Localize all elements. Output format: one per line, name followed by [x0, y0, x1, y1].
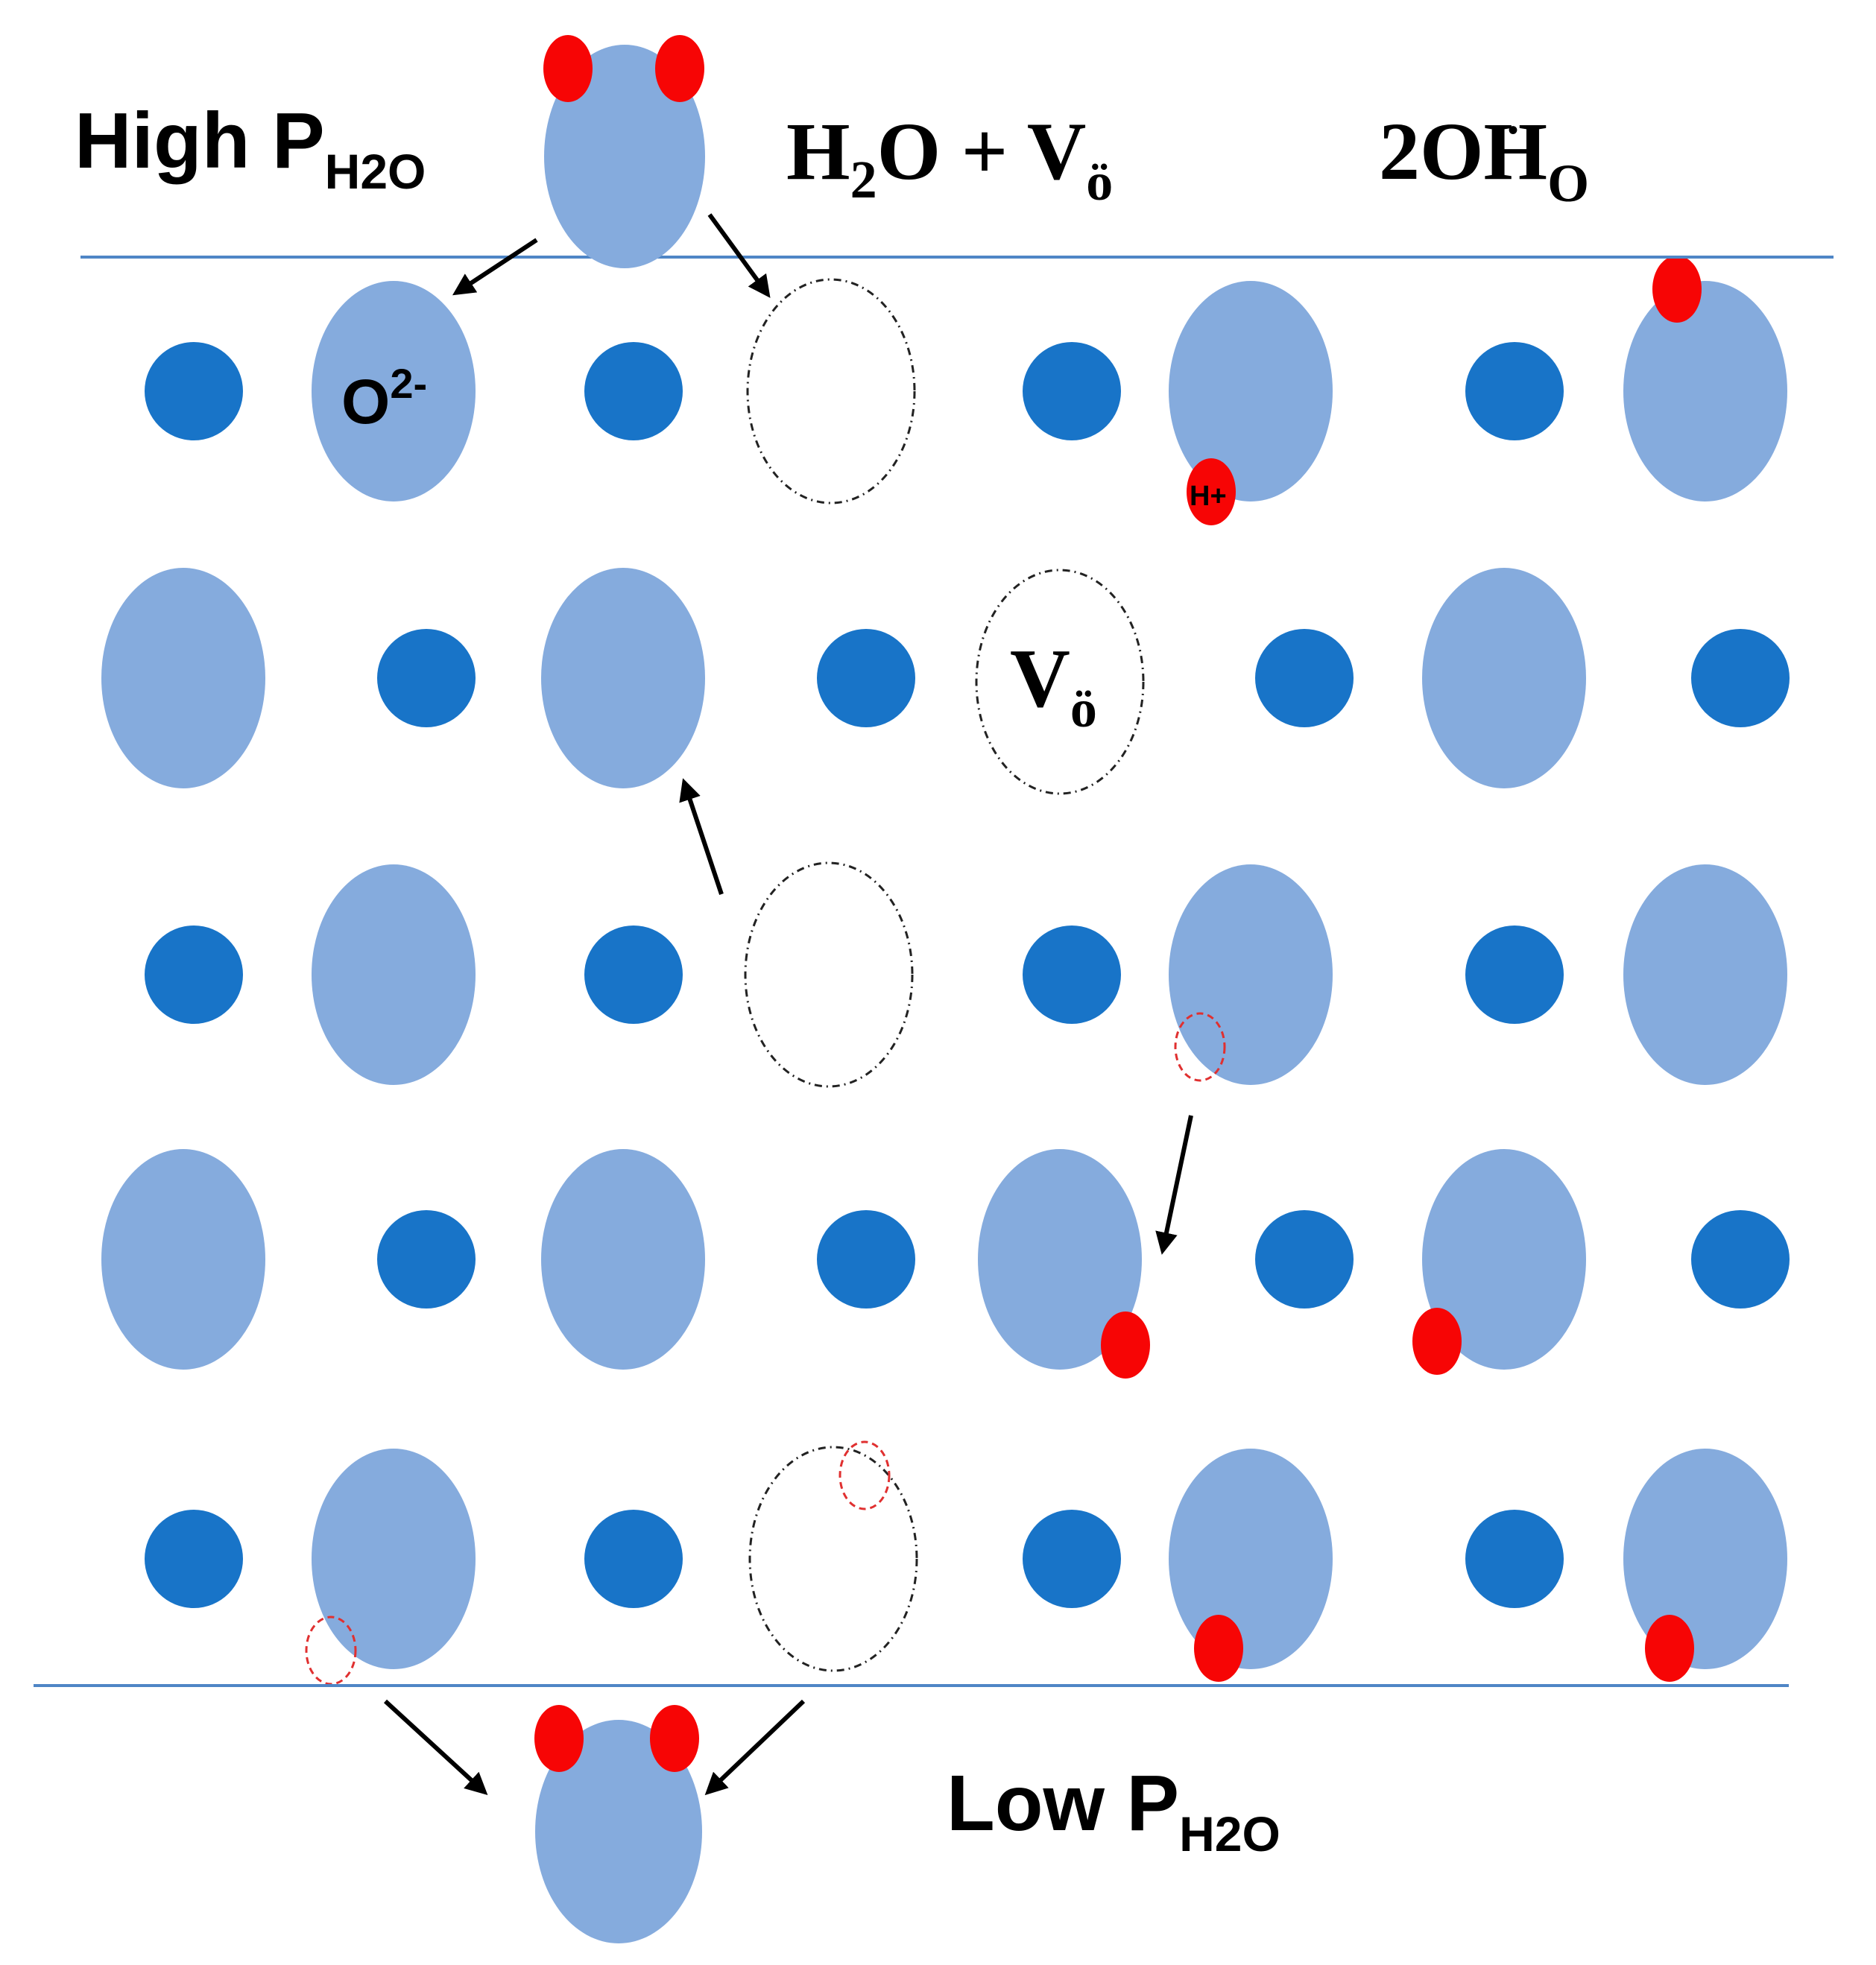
oxide-ion: [1422, 568, 1586, 788]
oxygen-vacancy: [748, 1446, 918, 1672]
oxygen-vacancy-label: Vö: [1010, 633, 1097, 738]
cation: [145, 925, 243, 1024]
oxide-ion: [312, 1449, 476, 1669]
cation: [1255, 629, 1354, 727]
former-proton-site: [838, 1440, 891, 1510]
oxide-ion: [1623, 864, 1787, 1085]
oxide-ion: [312, 864, 476, 1085]
cation: [1255, 1210, 1354, 1309]
hydration-equation-rhs: 2OHO: [1379, 106, 1589, 213]
cation: [817, 1210, 915, 1309]
oxide-ion: [1623, 1449, 1787, 1669]
oxide-ion: [101, 1149, 265, 1370]
arrow-water-to-vacancy: [707, 213, 771, 298]
cation: [817, 629, 915, 727]
cation: [1465, 925, 1564, 1024]
water-oxygen: [544, 45, 705, 268]
oxide-ion: [1623, 281, 1787, 501]
arrow-proton-hop: [1155, 1115, 1193, 1255]
hydration-equation-lhs: H2O + Vö: [786, 106, 1113, 212]
water-hydrogen: [543, 35, 593, 102]
arrow-vacancy-migration: [679, 778, 724, 895]
proton-label: H+: [1190, 481, 1227, 512]
oxide-ion: [541, 568, 705, 788]
water-hydrogen: [534, 1705, 584, 1772]
oxide-ion: [312, 281, 476, 501]
perovskite-lattice: [101, 256, 1790, 1686]
cation: [1023, 342, 1121, 440]
proton: [1652, 256, 1702, 323]
proton: [1187, 458, 1236, 525]
water-hydrogen: [650, 1705, 699, 1772]
oxide-ion: [1169, 864, 1333, 1085]
proton: [1101, 1311, 1150, 1379]
proton: [1194, 1615, 1243, 1682]
oxygen-vacancy: [744, 861, 914, 1088]
proton: [1412, 1308, 1462, 1375]
oxide-ion: [101, 568, 265, 788]
oxide-ion-label: O2-: [341, 360, 427, 437]
oxide-ion: [541, 1149, 705, 1370]
cation: [377, 1210, 476, 1309]
proton: [1645, 1615, 1694, 1682]
oxide-ion: [1422, 1149, 1586, 1370]
cation: [584, 342, 683, 440]
oxide-ion: [1169, 1449, 1333, 1669]
effective-charge-dot: •: [1508, 113, 1518, 147]
low-pressure-label: Low PH2O: [947, 1759, 1280, 1861]
cation: [1691, 1210, 1790, 1309]
cation: [1023, 1510, 1121, 1608]
water-molecule-top: [543, 35, 705, 268]
arrows: [383, 213, 1193, 1796]
cation: [584, 925, 683, 1024]
arrow-to-water-right: [704, 1699, 806, 1796]
cation: [1023, 925, 1121, 1024]
oxide-ion: [1169, 281, 1333, 501]
high-pressure-label: High PH2O: [75, 97, 426, 199]
arrow-to-water-left: [383, 1699, 488, 1796]
cation: [1691, 629, 1790, 727]
water-oxygen: [535, 1720, 702, 1943]
arrow-water-to-oxide: [452, 238, 538, 296]
cation: [145, 342, 243, 440]
water-molecule-bottom: [534, 1705, 702, 1943]
oxygen-vacancy: [746, 278, 916, 504]
cation: [584, 1510, 683, 1608]
cation: [377, 629, 476, 727]
cation: [1465, 1510, 1564, 1608]
cation: [1465, 342, 1564, 440]
former-proton-site: [1174, 1012, 1226, 1082]
oxide-ion: [978, 1149, 1142, 1370]
cation: [145, 1510, 243, 1608]
water-hydrogen: [655, 35, 704, 102]
oxygen-vacancy: [975, 569, 1145, 795]
